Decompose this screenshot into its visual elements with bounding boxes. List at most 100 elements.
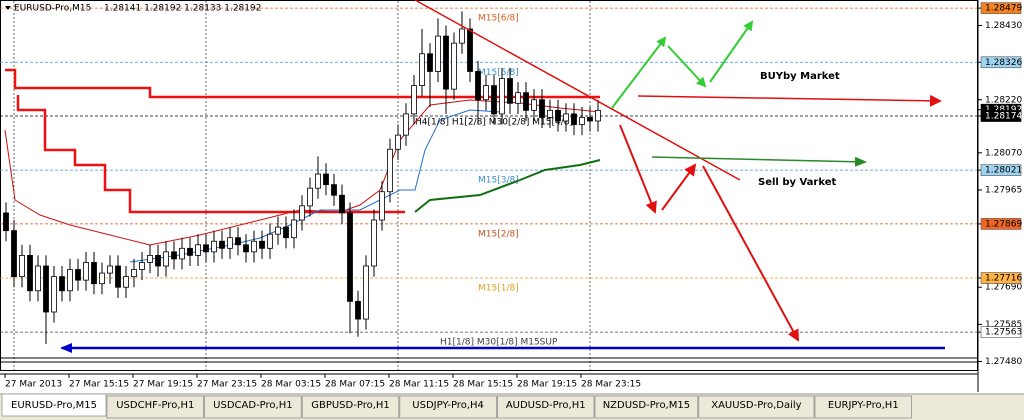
- price-marker-label: 1.28479: [985, 4, 1022, 14]
- x-tick-label: 27 Mar 23:15: [197, 380, 257, 390]
- tab[interactable]: AUDUSD-Pro,H1: [497, 395, 595, 419]
- tab-label[interactable]: GBPUSD-Pro,H1: [311, 400, 390, 411]
- y-tick-label: 1.27965: [985, 185, 1022, 195]
- tab-label[interactable]: NZDUSD-Pro,M15: [603, 400, 690, 411]
- candle-body: [443, 35, 449, 90]
- tab-shape[interactable]: [814, 395, 912, 419]
- tab-shape[interactable]: [399, 395, 497, 419]
- tab-shape[interactable]: [698, 395, 815, 419]
- candle-body: [275, 226, 281, 235]
- candle-body: [571, 113, 577, 125]
- candle-body: [35, 265, 41, 292]
- candle-body: [243, 244, 249, 253]
- tab-shape[interactable]: [1, 393, 107, 417]
- arrow: [619, 124, 657, 214]
- candle-body: [395, 134, 401, 150]
- candle-body: [163, 251, 169, 267]
- tab-label[interactable]: EURUSD-Pro,M15: [11, 400, 97, 411]
- tab-shape[interactable]: [301, 395, 400, 419]
- tab-shape[interactable]: [497, 395, 595, 419]
- tab-label[interactable]: EURJPY-Pro,H1: [828, 400, 899, 411]
- x-tick-label: 28 Mar 19:15: [517, 380, 577, 390]
- candle-body: [83, 262, 89, 281]
- tab[interactable]: EURJPY-Pro,H1: [814, 395, 912, 419]
- level-label: M15[6/8]: [478, 14, 519, 24]
- tab-label[interactable]: XAUUSD-Pro,Daily: [711, 400, 801, 411]
- candle-body: [179, 247, 185, 260]
- candle-body: [171, 251, 177, 260]
- candle-body: [107, 265, 113, 274]
- annotation: Sell by Varket: [758, 177, 837, 188]
- candle-body: [427, 53, 433, 72]
- candle-body: [419, 53, 425, 87]
- candle-body: [291, 219, 297, 239]
- x-tick-label: 27 Mar 2013: [5, 380, 62, 390]
- tab-label[interactable]: USDCHF-Pro,H1: [116, 400, 194, 411]
- tab-shape[interactable]: [204, 395, 302, 419]
- candle-body: [307, 187, 313, 207]
- indicator-line: [129, 109, 501, 263]
- level-label: H1[1/8] M30[1/8] M15SUP: [440, 338, 558, 348]
- annotation: BUYby Market: [760, 71, 840, 82]
- price-marker: [980, 218, 1022, 230]
- tab-shape[interactable]: [594, 395, 699, 419]
- tab[interactable]: XAUUSD-Pro,Daily: [698, 395, 815, 419]
- candle-body: [259, 240, 265, 249]
- arrow: [709, 20, 754, 83]
- y-tick-label: 1.27585: [985, 320, 1022, 330]
- candle-body: [139, 262, 145, 270]
- candle-body: [587, 117, 593, 122]
- price-marker: [980, 56, 1022, 69]
- candle-body: [219, 240, 225, 249]
- tab[interactable]: USDCAD-Pro,H1: [204, 395, 302, 419]
- tab[interactable]: USDJPY-Pro,H4: [399, 395, 497, 419]
- candle-body: [411, 85, 417, 115]
- candle-body: [555, 109, 561, 122]
- candle-body: [43, 265, 49, 313]
- candle-body: [283, 226, 289, 239]
- tab-label[interactable]: USDJPY-Pro,H4: [412, 400, 484, 411]
- arrow: [651, 156, 867, 167]
- candle-body: [403, 113, 409, 136]
- candle-body: [459, 28, 465, 44]
- candle-body: [379, 191, 385, 221]
- tab-label[interactable]: AUDUSD-Pro,H1: [506, 400, 586, 411]
- tab[interactable]: NZDUSD-Pro,M15: [594, 395, 699, 419]
- price-marker-label: 1.27716: [985, 274, 1022, 284]
- candle-body: [235, 237, 241, 246]
- x-tick-label: 27 Mar 15:15: [69, 380, 129, 390]
- candle-body: [483, 85, 489, 101]
- price-marker-label: 1.27869: [985, 219, 1022, 229]
- tab-shape[interactable]: [106, 395, 204, 419]
- tab[interactable]: GBPUSD-Pro,H1: [301, 395, 400, 419]
- candle-body: [523, 92, 529, 111]
- trend-line: [414, 0, 741, 181]
- price-marker: [980, 326, 1022, 338]
- y-tick-label: 1.28430: [985, 21, 1022, 31]
- candle-body: [371, 219, 377, 267]
- candle-body: [387, 148, 393, 193]
- y-tick-label: 1.28070: [985, 148, 1022, 158]
- candle-body: [251, 240, 257, 253]
- candle-body: [91, 262, 97, 285]
- tab-label[interactable]: USDCAD-Pro,H1: [213, 400, 292, 411]
- x-tick-label: 28 Mar 03:15: [261, 380, 321, 390]
- tab[interactable]: EURUSD-Pro,M15: [1, 393, 107, 417]
- candle-body: [67, 269, 73, 292]
- candle-body: [19, 254, 25, 278]
- price-marker-label: 1.28021: [985, 166, 1022, 176]
- candle-body: [515, 92, 521, 104]
- arrow: [702, 165, 799, 342]
- price-marker-label: 1.28192: [985, 105, 1022, 115]
- tab[interactable]: USDCHF-Pro,H1: [106, 395, 204, 419]
- candle-body: [147, 254, 153, 263]
- menu-triangle: [5, 6, 11, 10]
- y-tick-label: 1.28220: [985, 95, 1022, 105]
- candle-body: [499, 78, 505, 115]
- tabs-layer: EURUSD-Pro,M15 USDCHF-Pro,H1 USDCAD-Pro,H1…: [1, 393, 912, 419]
- candle-body: [211, 240, 217, 253]
- candle-body: [227, 237, 233, 249]
- candle-body: [131, 269, 137, 278]
- candle-body: [99, 272, 105, 285]
